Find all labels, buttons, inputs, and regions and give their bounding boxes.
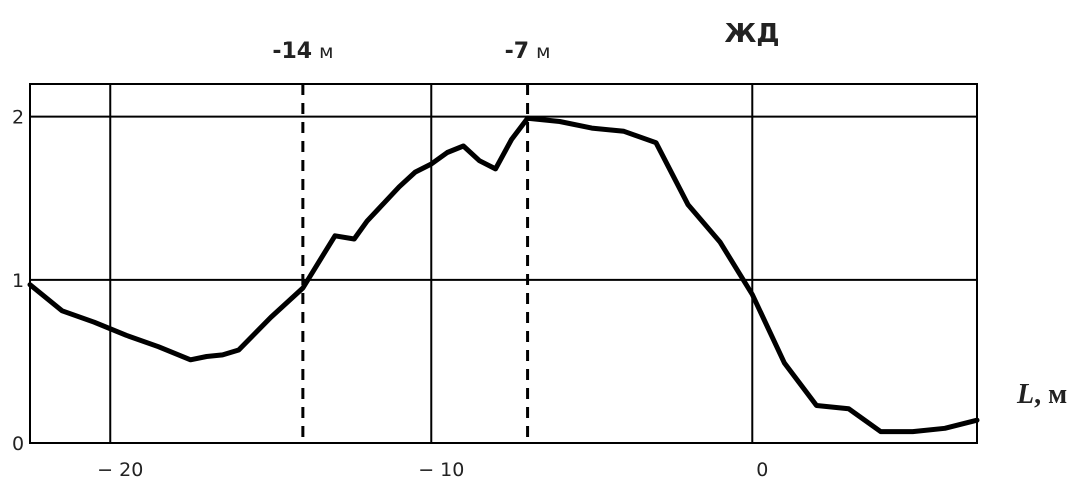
marker-value: -7	[505, 39, 529, 64]
marker-label: -7 м	[505, 39, 551, 64]
y-tick-label: 1	[12, 270, 24, 292]
x-tick-label: − 10	[418, 459, 464, 481]
x-tick-label: 0	[756, 459, 768, 481]
x-axis-unit: , м	[1034, 379, 1067, 410]
y-tick-label: 0	[12, 433, 24, 455]
x-axis-symbol: L	[1016, 379, 1034, 410]
x-axis-label: L, м	[1016, 379, 1067, 410]
marker-lines	[301, 84, 530, 443]
marker-unit: м	[319, 41, 333, 63]
marker-labels: -14 м -7 м	[272, 39, 550, 64]
data-series-line	[27, 115, 980, 435]
marker-value: -14	[272, 39, 312, 64]
grid	[30, 84, 977, 443]
y-tick-label: 2	[12, 107, 24, 129]
marker-unit: м	[536, 41, 550, 63]
tick-labels: − 20 − 10 0 0 1 2	[12, 107, 768, 481]
plot-frame	[29, 83, 978, 444]
chart-title: ЖД	[725, 19, 780, 49]
marker-label: -14 м	[272, 39, 333, 64]
x-tick-label: − 20	[97, 459, 143, 481]
